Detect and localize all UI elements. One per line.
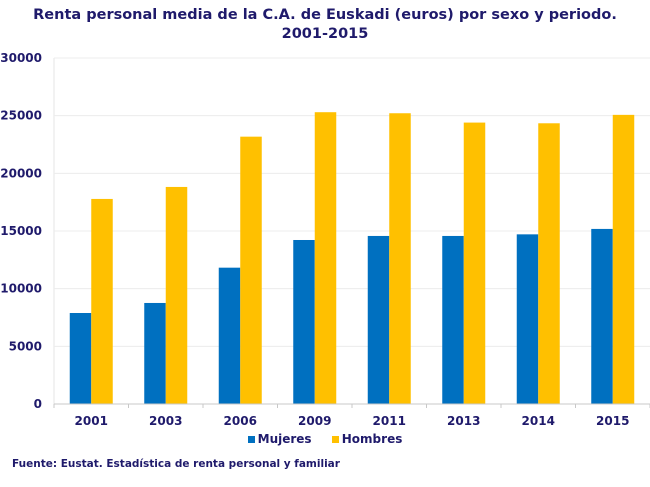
bar-mujeres-2009 bbox=[293, 239, 315, 404]
y-tick-label: 5000 bbox=[9, 339, 42, 353]
bars bbox=[69, 112, 635, 405]
bar-hombres-2014 bbox=[538, 123, 560, 405]
source-note: Fuente: Eustat. Estadística de renta per… bbox=[12, 458, 340, 470]
bar-mujeres-2006 bbox=[218, 267, 241, 404]
x-tick-label: 2009 bbox=[298, 414, 331, 428]
y-axis-ticks: 0 5000 10000 15000 20000 25000 30000 bbox=[0, 51, 42, 411]
x-tick-label: 2013 bbox=[447, 414, 480, 428]
chart-title-line1: Renta personal media de la C.A. de Euska… bbox=[33, 7, 617, 23]
y-tick-label: 0 bbox=[34, 397, 42, 411]
y-tick-label: 15000 bbox=[0, 224, 42, 238]
x-tick-label: 2011 bbox=[373, 414, 406, 428]
y-tick-label: 20000 bbox=[0, 166, 42, 180]
bar-mujeres-2011 bbox=[367, 235, 390, 404]
y-tick-label: 10000 bbox=[0, 282, 42, 296]
bar-mujeres-2013 bbox=[442, 235, 464, 404]
bar-hombres-2011 bbox=[389, 113, 411, 405]
bar-hombres-2013 bbox=[463, 122, 486, 404]
legend-swatch-mujeres bbox=[247, 436, 255, 443]
bar-mujeres-2003 bbox=[144, 302, 166, 404]
bar-hombres-2015 bbox=[612, 114, 635, 404]
x-tick-label: 2001 bbox=[75, 414, 108, 428]
legend-label-hombres: Hombres bbox=[341, 432, 403, 446]
gridlines bbox=[53, 57, 650, 404]
x-tick-label: 2014 bbox=[522, 414, 555, 428]
legend-swatch-hombres bbox=[331, 436, 339, 443]
legend: Mujeres Hombres bbox=[0, 432, 650, 446]
bar-mujeres-2015 bbox=[591, 228, 613, 404]
x-tick-label: 2015 bbox=[596, 414, 629, 428]
legend-item-mujeres: Mujeres bbox=[247, 432, 312, 446]
bar-hombres-2006 bbox=[240, 136, 262, 404]
x-tick-label: 2006 bbox=[224, 414, 257, 428]
y-tick-label: 25000 bbox=[0, 109, 42, 123]
chart-title: Renta personal media de la C.A. de Euska… bbox=[0, 6, 650, 44]
x-tick-label: 2003 bbox=[149, 414, 182, 428]
legend-label-mujeres: Mujeres bbox=[257, 432, 312, 446]
bar-mujeres-2014 bbox=[516, 234, 539, 404]
bar-hombres-2001 bbox=[91, 198, 113, 404]
bar-hombres-2009 bbox=[314, 112, 337, 404]
x-axis-ticks: 2001 2003 2006 2009 2011 2013 2014 2015 bbox=[75, 414, 630, 428]
chart-subtitle: 2001-2015 bbox=[281, 26, 369, 42]
bar-mujeres-2001 bbox=[69, 313, 92, 404]
bar-hombres-2003 bbox=[165, 186, 188, 404]
x-axis bbox=[53, 403, 650, 408]
y-tick-label: 30000 bbox=[0, 51, 42, 65]
legend-item-hombres: Hombres bbox=[331, 432, 403, 446]
